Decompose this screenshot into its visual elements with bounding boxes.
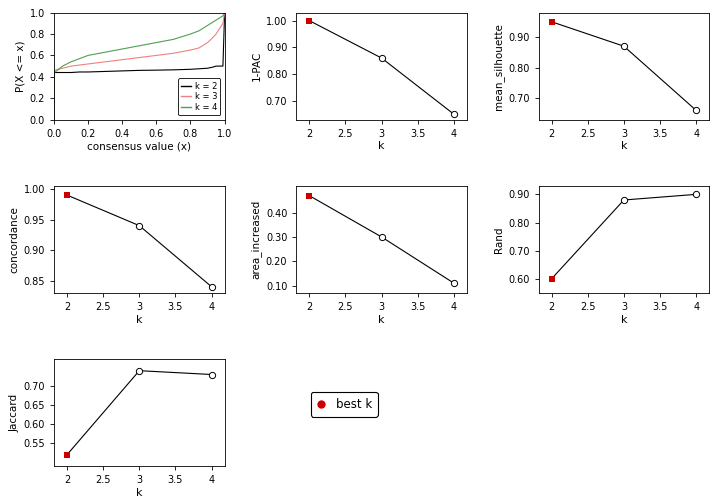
Y-axis label: concordance: concordance (9, 206, 19, 273)
Legend: k = 2, k = 3, k = 4: k = 2, k = 3, k = 4 (178, 79, 220, 115)
X-axis label: k: k (621, 314, 627, 325)
Y-axis label: Rand: Rand (494, 226, 504, 253)
Y-axis label: mean_silhouette: mean_silhouette (493, 23, 504, 109)
Legend: best k: best k (311, 392, 378, 417)
Y-axis label: 1-PAC: 1-PAC (251, 51, 261, 81)
Y-axis label: P(X <= x): P(X <= x) (15, 40, 25, 92)
X-axis label: k: k (378, 142, 385, 151)
X-axis label: k: k (136, 314, 143, 325)
Y-axis label: Jaccard: Jaccard (9, 394, 19, 432)
X-axis label: k: k (136, 488, 143, 498)
Y-axis label: area_increased: area_increased (251, 200, 261, 279)
X-axis label: k: k (378, 314, 385, 325)
X-axis label: k: k (621, 142, 627, 151)
X-axis label: consensus value (x): consensus value (x) (87, 142, 192, 151)
